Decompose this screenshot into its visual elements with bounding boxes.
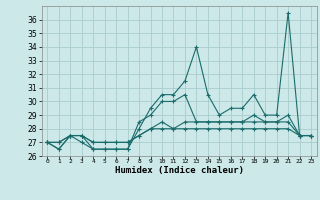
X-axis label: Humidex (Indice chaleur): Humidex (Indice chaleur) bbox=[115, 166, 244, 175]
